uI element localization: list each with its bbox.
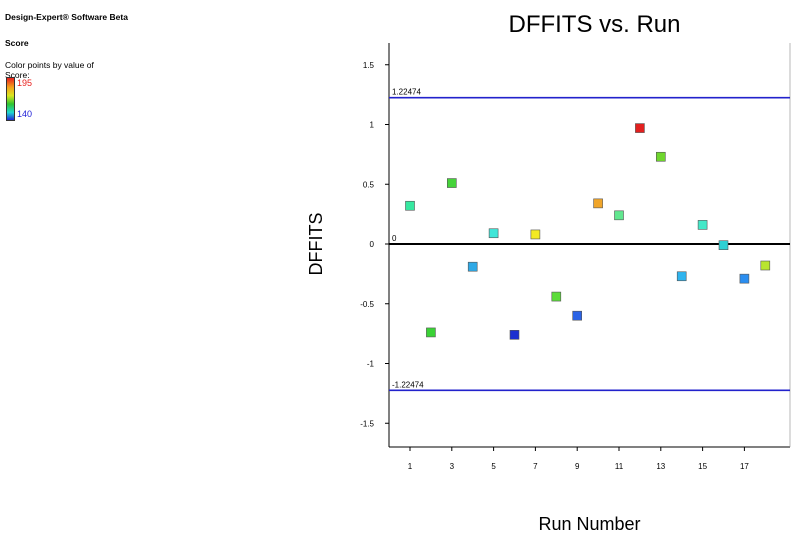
y-axis-title: DFFITS [306, 213, 326, 276]
response-name: Score [5, 38, 29, 48]
software-label: Design-Expert® Software Beta [5, 12, 128, 22]
zero-line-label: 0 [392, 234, 397, 243]
y-tick-label: 0 [370, 240, 375, 249]
data-point [614, 210, 624, 221]
data-point [739, 273, 750, 284]
color-scale-min-label: 140 [17, 109, 33, 119]
data-point [467, 261, 478, 272]
data-point [488, 228, 499, 239]
x-tick-label: 15 [698, 462, 707, 471]
legend-panel: Design-Expert® Software Beta Score Color… [5, 12, 145, 121]
data-point [572, 310, 583, 321]
y-tick-label: -1.5 [360, 419, 374, 428]
color-scale-bar [6, 77, 15, 121]
lower-limit-label: -1.22474 [392, 380, 424, 389]
data-point [593, 198, 603, 209]
data-point [405, 200, 415, 211]
x-tick-label: 11 [615, 462, 624, 471]
y-tick-label: 1.5 [363, 61, 375, 70]
x-tick-label: 13 [656, 462, 665, 471]
data-point [718, 240, 729, 250]
chart-title: DFFITS vs. Run [508, 11, 680, 38]
x-tick-label: 3 [450, 462, 455, 471]
data-point [551, 291, 562, 302]
color-scale-max-label: 195 [17, 78, 33, 88]
data-point [635, 123, 645, 133]
x-tick-label: 17 [740, 462, 749, 471]
data-point [426, 327, 436, 338]
x-tick-label: 5 [491, 462, 496, 471]
data-point [655, 151, 666, 162]
color-by-label: Color points by value of Score: [5, 60, 94, 80]
data-point [760, 260, 771, 271]
x-tick-label: 7 [533, 462, 538, 471]
upper-limit-label: 1.22474 [392, 88, 421, 97]
x-axis-title: Run Number [538, 514, 640, 534]
data-point [446, 178, 457, 188]
x-tick-label: 1 [408, 462, 413, 471]
y-tick-label: 0.5 [363, 180, 375, 189]
data-point [697, 220, 708, 230]
data-point [676, 271, 687, 282]
y-tick-label: -1 [367, 360, 375, 369]
data-point [509, 330, 520, 340]
y-tick-label: 1 [370, 121, 375, 130]
data-point [530, 229, 541, 240]
x-tick-label: 9 [575, 462, 580, 471]
y-tick-label: -0.5 [360, 300, 374, 309]
